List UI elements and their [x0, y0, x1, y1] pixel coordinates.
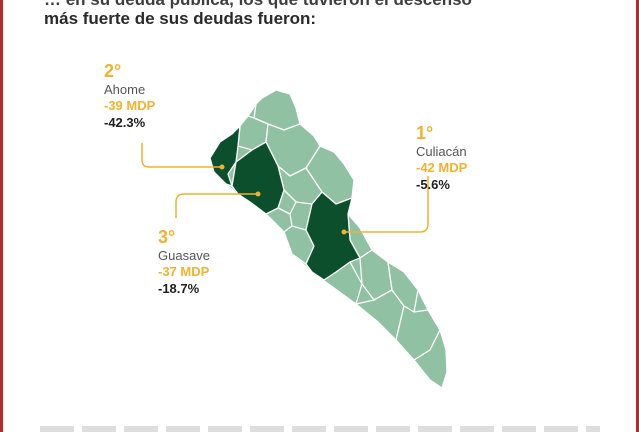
municipality-culiacan	[305, 191, 361, 281]
change-guasave: -18.7%	[158, 281, 200, 296]
headline-line-2: más fuerte de sus deudas fueron:	[44, 9, 317, 28]
label-guasave: 3° Guasave -37 MDP -18.7%	[158, 228, 210, 295]
frame-border-right	[636, 0, 639, 432]
municipality-guasave	[231, 141, 285, 215]
label-culiacan: 1° Culiacán -42 MDP -5.6%	[416, 124, 467, 191]
amount-ahome: -39 MDP	[104, 98, 156, 113]
municipality-ahome	[209, 125, 241, 187]
frame-border-left	[0, 0, 3, 432]
leader-line-culiacan	[344, 176, 429, 233]
footer-text-fragment	[40, 426, 600, 432]
leader-line-ahome	[141, 143, 222, 168]
rank-guasave: 3°	[158, 227, 176, 247]
change-culiacan: -5.6%	[416, 177, 450, 192]
marker-dot-ahome	[219, 164, 225, 170]
marker-dot-guasave	[255, 191, 261, 197]
rank-ahome: 2°	[104, 61, 122, 81]
amount-guasave: -37 MDP	[158, 264, 210, 279]
name-guasave: Guasave	[158, 248, 211, 263]
amount-culiacan: -42 MDP	[416, 160, 468, 175]
rank-culiacan: 1°	[416, 123, 434, 143]
marker-dot-culiacan	[341, 229, 347, 235]
change-ahome: -42.3%	[104, 115, 146, 130]
headline-line-1: … en su deuda pública, los que tuvieron …	[44, 0, 472, 10]
name-ahome: Ahome	[104, 82, 146, 97]
municipality-escuinapa	[413, 329, 448, 389]
leader-line-guasave	[175, 193, 258, 218]
name-culiacan: Culiacán	[416, 144, 467, 159]
label-ahome: 2° Ahome -39 MDP -42.3%	[104, 62, 155, 129]
